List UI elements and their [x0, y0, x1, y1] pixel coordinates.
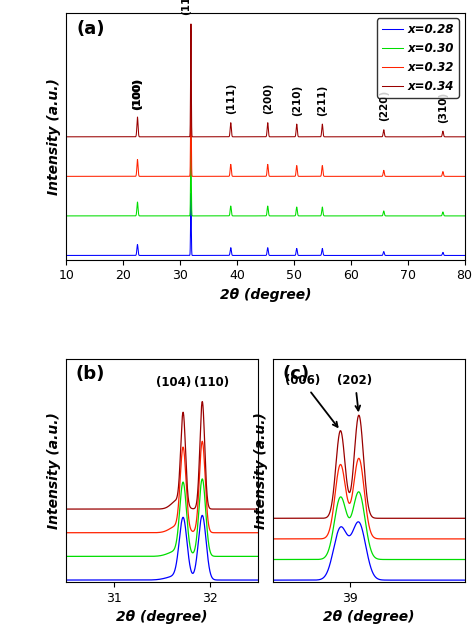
Text: (110): (110): [194, 376, 229, 389]
Text: (202): (202): [337, 374, 373, 411]
x=0.34: [168, 133, 173, 141]
x=0.32: [64, 173, 69, 180]
Y-axis label: Intensity (a.u.): Intensity (a.u.): [47, 412, 61, 529]
x=0.34: [188, 20, 194, 28]
Text: (310): (310): [438, 91, 448, 123]
Y-axis label: Intensity (a.u.): Intensity (a.u.): [47, 78, 61, 195]
x=0.30: [64, 212, 69, 220]
Line: x=0.28: x=0.28: [66, 193, 465, 255]
x=0.30: [462, 212, 467, 220]
x=0.32: [222, 173, 228, 180]
Text: (006): (006): [284, 374, 337, 427]
Text: (111): (111): [226, 83, 236, 114]
x=0.32: [214, 173, 219, 180]
X-axis label: 2θ (degree): 2θ (degree): [116, 610, 208, 625]
Line: x=0.30: x=0.30: [66, 137, 465, 216]
x=0.34: [333, 133, 338, 141]
x=0.34: [64, 133, 69, 141]
x=0.34: [256, 133, 262, 141]
x=0.34: [214, 133, 219, 141]
x=0.34: [84, 133, 90, 141]
x=0.28: [256, 252, 262, 259]
Text: (104): (104): [156, 376, 191, 389]
x=0.28: [333, 252, 338, 259]
x=0.28: [222, 252, 228, 259]
x=0.32: [84, 173, 90, 180]
x=0.34: [222, 133, 228, 141]
Line: x=0.34: x=0.34: [66, 24, 465, 137]
x=0.32: [256, 173, 262, 180]
X-axis label: 2θ (degree): 2θ (degree): [323, 610, 415, 625]
Text: (c): (c): [283, 365, 310, 383]
x=0.28: [214, 252, 219, 259]
x=0.34: [462, 133, 467, 141]
x=0.30: [222, 212, 228, 220]
x=0.28: [168, 252, 173, 259]
x=0.32: [188, 77, 194, 85]
Y-axis label: Intensity (a.u.): Intensity (a.u.): [254, 412, 267, 529]
Text: (220): (220): [379, 90, 389, 121]
X-axis label: 2θ (degree): 2θ (degree): [219, 288, 311, 302]
x=0.30: [214, 212, 219, 220]
x=0.28: [462, 252, 467, 259]
x=0.28: [84, 252, 90, 259]
Text: (100): (100): [132, 78, 143, 108]
x=0.30: [188, 133, 194, 141]
Text: (100): (100): [132, 79, 143, 110]
Text: (b): (b): [76, 365, 105, 383]
Text: (200): (200): [263, 83, 273, 114]
x=0.28: [64, 252, 69, 259]
Text: (210): (210): [292, 85, 302, 116]
Line: x=0.32: x=0.32: [66, 81, 465, 177]
x=0.28: [188, 190, 194, 197]
Text: (211): (211): [317, 85, 328, 116]
x=0.32: [462, 173, 467, 180]
x=0.30: [333, 212, 338, 220]
x=0.30: [256, 212, 262, 220]
x=0.30: [168, 212, 173, 220]
Text: (a): (a): [76, 20, 105, 38]
x=0.30: [84, 212, 90, 220]
Legend: x=0.28, x=0.30, x=0.32, x=0.34: x=0.28, x=0.30, x=0.32, x=0.34: [377, 18, 459, 98]
x=0.32: [333, 173, 338, 180]
Text: (110): (110): [181, 0, 191, 16]
x=0.32: [168, 173, 173, 180]
